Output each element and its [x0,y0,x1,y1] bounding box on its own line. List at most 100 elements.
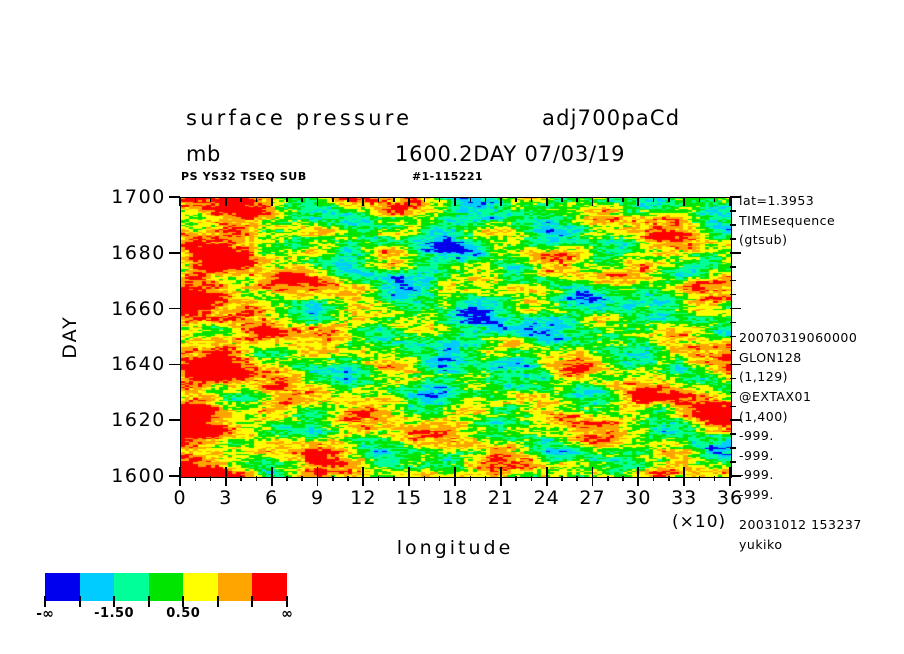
colorbar-tick [44,596,46,607]
x-axis-tick-labels: 0 3 6 9 12 15 18 21 24 27 30 33 36 [173,487,742,513]
axis-tick [194,476,197,481]
x-axis-tick-label: 15 [396,487,423,509]
axis-tick [224,197,227,206]
axis-tick [316,476,319,486]
axis-tick [209,476,212,481]
axis-tick [591,476,594,486]
chart-variable-title: adj700paCd [542,106,681,130]
x-axis-multiplier-label: (×10) [672,512,727,532]
axis-tick [545,467,548,476]
x-axis-tick-label: 12 [350,487,377,509]
axis-tick [576,476,578,481]
colorbar-tick [216,596,219,607]
axis-tick [637,467,640,476]
axis-tick [362,467,365,476]
x-axis-tick-label: 21 [487,487,514,509]
axis-tick [730,307,741,310]
axis-tick [515,476,517,481]
axis-tick [730,461,736,463]
x-axis-tick-label: 18 [441,487,469,509]
metadata-line [739,250,904,270]
metadata-footer-line: yukiko [739,536,783,552]
axis-tick [530,197,533,202]
metadata-line: -999. [739,467,774,483]
x-axis-tick-label: 24 [533,487,560,509]
metadata-line: (1,400) [739,408,789,424]
axis-tick [316,197,319,206]
axis-tick [576,197,578,202]
axis-tick [729,467,731,476]
axis-tick [179,197,181,206]
axis-tick [637,476,640,486]
metadata-line: -999. [739,486,774,502]
axis-tick [622,476,624,481]
metadata-footer-line: 20031012 153237 [739,517,862,532]
colorbar-tick [113,596,116,607]
colorbar-swatch-5 [217,573,253,601]
axis-tick [255,197,258,202]
axis-tick [169,251,180,254]
axis-tick [347,476,349,481]
axis-tick [561,476,563,481]
axis-tick [169,419,180,422]
axis-tick [730,391,736,394]
metadata-line: (1,129) [739,369,789,385]
axis-tick [713,197,716,202]
axis-tick [484,476,487,481]
metadata-line: lat=1.3953 [739,193,815,208]
axis-tick [408,197,411,206]
axis-tick [301,197,303,202]
axis-tick [698,197,701,202]
axis-tick [730,377,736,380]
axis-tick [545,197,548,206]
axis-tick [454,197,456,206]
axis-tick [286,476,288,481]
chart-units-label: mb [186,142,221,166]
axis-tick [362,197,365,206]
metadata-column: lat=1.3953 TIMEsequence (gtsub) 2007031906… [739,191,904,505]
axis-tick [730,419,741,422]
x-axis-tick-label: 33 [671,487,698,509]
colorbar-tick [182,596,185,607]
axis-tick [423,197,426,202]
axis-tick [730,293,736,296]
metadata-line: TIMEsequence [739,212,836,228]
axis-tick [270,467,273,476]
x-axis-tick-label: 9 [310,487,325,509]
axis-tick [408,467,411,476]
axis-tick [730,238,736,240]
axis-tick [347,197,349,202]
axis-tick [484,197,487,202]
metadata-line [739,309,904,329]
x-axis-tick-label: 30 [625,487,652,509]
axis-tick [499,476,502,486]
axis-tick [637,197,640,206]
colorbar-end-low-label: -∞ [36,606,54,622]
y-axis-tick-label: 1680 [111,241,166,264]
colorbar-swatch-4 [183,573,218,601]
axis-tick [607,197,609,202]
axis-tick [438,476,441,481]
metadata-line: -999. [739,447,774,463]
y-axis-tick-label: 1660 [111,297,166,320]
axis-tick [224,467,227,476]
axis-tick [561,197,563,202]
colorbar-tick [251,596,254,607]
axis-tick [469,197,472,202]
axis-tick [301,476,303,481]
axis-tick [270,476,273,486]
axis-tick [683,197,686,206]
axis-tick [377,476,380,481]
axis-tick [545,476,548,486]
colorbar [45,573,288,601]
axis-tick [499,197,502,206]
colorbar-swatch-0 [45,573,80,601]
axis-tick [730,210,736,212]
axis-tick [729,476,731,486]
y-axis-title: DAY [59,315,81,359]
axis-tick [730,475,741,477]
axis-tick [591,197,594,206]
metadata-line: (gtsub) [739,232,788,248]
metadata-line: -999. [739,428,774,444]
axis-tick [668,197,670,202]
